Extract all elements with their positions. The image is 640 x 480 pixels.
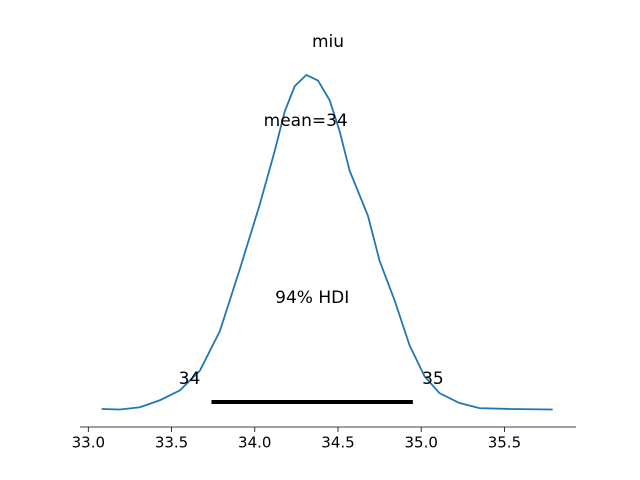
chart-title: miu <box>312 32 344 52</box>
x-tick-label: 33.5 <box>155 434 188 452</box>
hdi-value-label: 34 <box>179 369 201 389</box>
hdi-label: 94% HDI <box>275 288 349 308</box>
mean-label: mean=34 <box>264 111 348 131</box>
x-tick-label: 35.0 <box>405 434 438 452</box>
x-tick-label: 34.0 <box>238 434 271 452</box>
hdi-value-label: 35 <box>422 369 444 389</box>
x-tick-label: 35.5 <box>488 434 521 452</box>
x-tick-label: 34.5 <box>321 434 354 452</box>
x-tick-label: 33.0 <box>72 434 105 452</box>
density-line <box>101 73 553 411</box>
